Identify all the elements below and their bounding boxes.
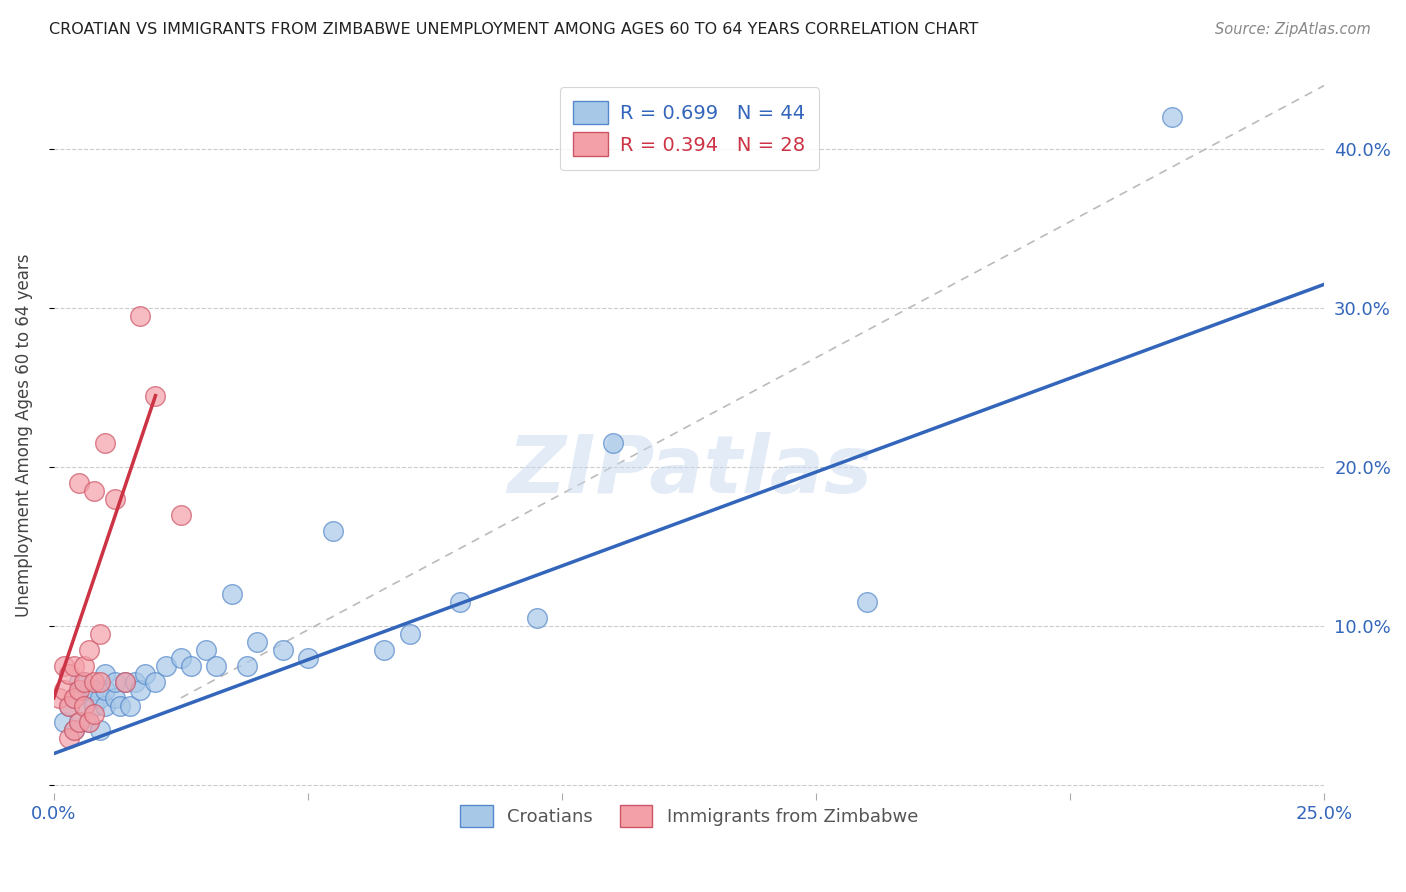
Point bbox=[145, 675, 167, 690]
Point bbox=[73, 698, 96, 713]
Point bbox=[180, 659, 202, 673]
Point bbox=[67, 714, 90, 729]
Point bbox=[79, 643, 101, 657]
Point bbox=[93, 682, 115, 697]
Point bbox=[53, 659, 76, 673]
Point bbox=[73, 698, 96, 713]
Point bbox=[79, 682, 101, 697]
Point bbox=[114, 675, 136, 690]
Point bbox=[205, 659, 228, 673]
Text: ZIPatlas: ZIPatlas bbox=[506, 433, 872, 510]
Point bbox=[856, 595, 879, 609]
Point bbox=[67, 675, 90, 690]
Point bbox=[63, 690, 86, 705]
Point bbox=[73, 675, 96, 690]
Point bbox=[89, 690, 111, 705]
Point bbox=[129, 309, 152, 323]
Legend: Croatians, Immigrants from Zimbabwe: Croatians, Immigrants from Zimbabwe bbox=[453, 798, 925, 834]
Point bbox=[602, 436, 624, 450]
Text: Source: ZipAtlas.com: Source: ZipAtlas.com bbox=[1215, 22, 1371, 37]
Point bbox=[67, 682, 90, 697]
Point bbox=[271, 643, 294, 657]
Point bbox=[93, 436, 115, 450]
Point bbox=[83, 682, 105, 697]
Point bbox=[93, 698, 115, 713]
Point bbox=[236, 659, 259, 673]
Point bbox=[83, 484, 105, 499]
Point bbox=[58, 731, 80, 745]
Point bbox=[89, 723, 111, 737]
Point bbox=[449, 595, 471, 609]
Y-axis label: Unemployment Among Ages 60 to 64 years: Unemployment Among Ages 60 to 64 years bbox=[15, 253, 32, 617]
Point bbox=[83, 706, 105, 721]
Point bbox=[53, 714, 76, 729]
Point bbox=[89, 627, 111, 641]
Point bbox=[114, 675, 136, 690]
Point bbox=[58, 698, 80, 713]
Point bbox=[108, 698, 131, 713]
Text: CROATIAN VS IMMIGRANTS FROM ZIMBABWE UNEMPLOYMENT AMONG AGES 60 TO 64 YEARS CORR: CROATIAN VS IMMIGRANTS FROM ZIMBABWE UNE… bbox=[49, 22, 979, 37]
Point bbox=[89, 675, 111, 690]
Point bbox=[63, 723, 86, 737]
Point bbox=[93, 667, 115, 681]
Point bbox=[134, 667, 156, 681]
Point bbox=[67, 714, 90, 729]
Point bbox=[83, 698, 105, 713]
Point bbox=[79, 714, 101, 729]
Point bbox=[58, 667, 80, 681]
Point bbox=[79, 714, 101, 729]
Point bbox=[145, 389, 167, 403]
Point bbox=[104, 491, 127, 506]
Point bbox=[246, 635, 269, 649]
Point bbox=[104, 690, 127, 705]
Point bbox=[67, 476, 90, 491]
Point bbox=[322, 524, 344, 538]
Point bbox=[58, 698, 80, 713]
Point bbox=[83, 675, 105, 690]
Point bbox=[155, 659, 177, 673]
Point bbox=[63, 723, 86, 737]
Point bbox=[63, 659, 86, 673]
Point bbox=[129, 682, 152, 697]
Point bbox=[73, 675, 96, 690]
Point bbox=[73, 659, 96, 673]
Point bbox=[526, 611, 548, 625]
Point bbox=[221, 587, 243, 601]
Point bbox=[104, 675, 127, 690]
Point bbox=[195, 643, 218, 657]
Point bbox=[373, 643, 395, 657]
Point bbox=[170, 508, 193, 522]
Point bbox=[53, 682, 76, 697]
Point bbox=[120, 698, 142, 713]
Point bbox=[63, 690, 86, 705]
Point bbox=[170, 651, 193, 665]
Point bbox=[297, 651, 319, 665]
Point bbox=[398, 627, 420, 641]
Point bbox=[48, 690, 70, 705]
Point bbox=[124, 675, 146, 690]
Point bbox=[1161, 110, 1184, 124]
